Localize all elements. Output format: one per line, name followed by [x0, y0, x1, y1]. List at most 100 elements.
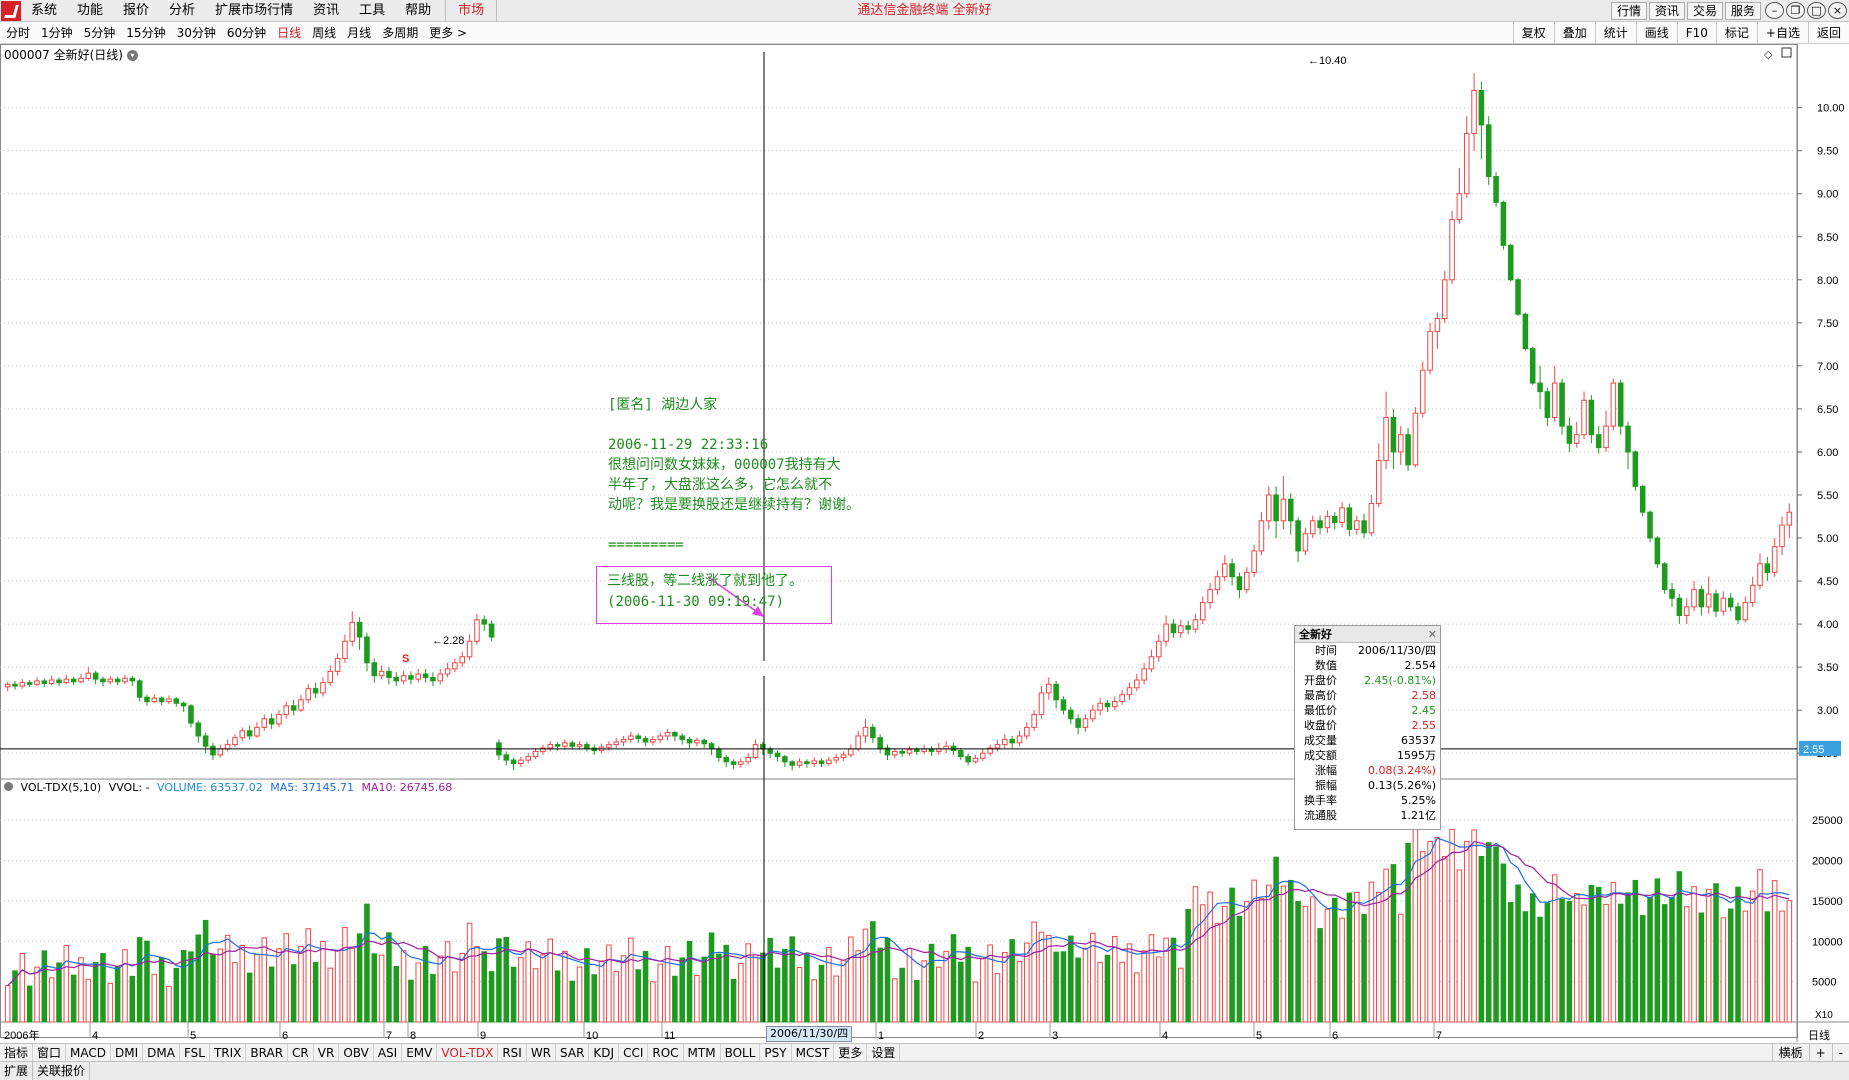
close-icon[interactable]: ×	[1828, 2, 1847, 19]
restore-icon[interactable]: ❐	[1786, 2, 1805, 19]
candle-body	[987, 747, 993, 754]
minimize-icon[interactable]: –	[1765, 2, 1784, 19]
candle-body	[1720, 597, 1727, 612]
candle-body	[1676, 597, 1683, 616]
price-axis-label: 5.50	[1817, 490, 1838, 502]
indicator-tab-7[interactable]: BRAR	[246, 1043, 289, 1062]
candle-body	[569, 742, 576, 747]
chart-tool-4[interactable]: F10	[1676, 22, 1716, 44]
indicator-tab-0[interactable]: 指标	[0, 1043, 34, 1062]
indicator-tab-14[interactable]: RSI	[498, 1043, 527, 1062]
menu-item-0[interactable]: 系统	[31, 2, 58, 18]
menu-item-1[interactable]: 功能	[77, 2, 104, 18]
menu-item-4[interactable]: 扩展市场行情	[215, 2, 294, 18]
volume-bar	[1002, 952, 1008, 1023]
indicator-tab-11[interactable]: ASI	[374, 1043, 403, 1062]
zoom-control-2[interactable]: -	[1831, 1044, 1849, 1062]
indicator-tab-22[interactable]: PSY	[760, 1043, 792, 1062]
zoom-control-0[interactable]: 横栃	[1771, 1044, 1809, 1062]
kline-chart[interactable]: 10.00 9.50 9.00 8.50 8.00 7.50 7.00 6.50 6.00 5.5…	[0, 44, 1849, 1044]
indicator-tab-16[interactable]: SAR	[556, 1043, 590, 1062]
indicator-tab-25[interactable]: 设置	[867, 1043, 901, 1062]
period-tab-2[interactable]: 5分钟	[83, 25, 116, 40]
indicator-tab-2[interactable]: MACD	[66, 1043, 112, 1062]
menu-item-3[interactable]: 分析	[169, 2, 196, 18]
candle-body	[1786, 511, 1793, 526]
price-axis-label: 6.00	[1817, 447, 1838, 459]
indicator-tab-23[interactable]: MCST	[792, 1043, 835, 1062]
candle-body	[459, 656, 466, 664]
menu-item-2[interactable]: 报价	[123, 2, 150, 18]
chart-tool-2[interactable]: 统计	[1594, 22, 1636, 44]
maximize-icon[interactable]: □	[1807, 2, 1826, 19]
indicator-tab-19[interactable]: ROC	[648, 1043, 684, 1062]
chart-tool-0[interactable]: 复权	[1512, 22, 1554, 44]
top-button-3[interactable]: 服务	[1724, 2, 1761, 20]
top-button-2[interactable]: 交易	[1686, 2, 1723, 20]
chart-tool-6[interactable]: +自选	[1756, 22, 1808, 44]
period-tab-6[interactable]: 日线	[277, 25, 302, 40]
indicator-tab-12[interactable]: EMV	[402, 1043, 438, 1062]
indicator-tab-10[interactable]: OBV	[339, 1043, 374, 1062]
indicator-tab-9[interactable]: VR	[314, 1043, 340, 1062]
period-tab-8[interactable]: 月线	[347, 25, 372, 40]
period-tab-1[interactable]: 1分钟	[41, 25, 73, 40]
indicator-tab-13[interactable]: VOL-TDX	[437, 1043, 499, 1062]
period-tab-9[interactable]: 多周期	[382, 25, 419, 40]
bottom-tab-1[interactable]: 关联报价	[33, 1062, 91, 1080]
top-button-0[interactable]: 行情	[1610, 2, 1647, 20]
reply-box[interactable]: 三线股，等二线涨了就到他了。 (2006-11-30 09:19:47)	[596, 566, 832, 624]
period-tab-7[interactable]: 周线	[312, 25, 337, 40]
indicator-tab-15[interactable]: WR	[527, 1043, 557, 1062]
candle-body	[239, 730, 246, 739]
menu-item-7[interactable]: 帮助	[405, 2, 432, 18]
candle-body	[254, 726, 260, 737]
candle-body	[1353, 520, 1360, 530]
candle-body	[1361, 520, 1367, 534]
chart-tool-5[interactable]: 标记	[1715, 22, 1757, 44]
indicator-tab-4[interactable]: DMA	[143, 1043, 180, 1062]
info-value: 63537	[1401, 734, 1436, 747]
indicator-tab-24[interactable]: 更多	[834, 1043, 868, 1062]
volume-bar	[371, 953, 378, 1023]
candle-body	[525, 756, 532, 761]
info-value: 2006/11/30/四	[1357, 644, 1436, 657]
indicator-tab-6[interactable]: TRIX	[210, 1043, 247, 1062]
volume-bar	[1346, 892, 1353, 1023]
chart-tool-7[interactable]: 返回	[1807, 22, 1849, 44]
dropdown-icon[interactable]: ▾	[126, 50, 138, 61]
indicator-tab-8[interactable]: CR	[288, 1043, 314, 1062]
period-tab-3[interactable]: 15分钟	[126, 25, 166, 40]
indicator-tab-17[interactable]: KDJ	[589, 1043, 620, 1062]
indicator-tab-1[interactable]: 窗口	[33, 1043, 67, 1062]
price-axis-label: 10.00	[1817, 103, 1845, 115]
bottom-tab-0[interactable]: 扩展	[0, 1062, 34, 1080]
period-tab-5[interactable]: 60分钟	[226, 25, 267, 40]
menu-item-5[interactable]: 资讯	[313, 2, 340, 18]
indicator-tab-21[interactable]: BOLL	[721, 1043, 761, 1062]
menu-item-6[interactable]: 工具	[359, 2, 386, 18]
indicator-tab-3[interactable]: DMI	[111, 1043, 144, 1062]
indicator-tab-18[interactable]: CCI	[619, 1043, 649, 1062]
info-row: 振幅 0.13(5.26%)	[1295, 778, 1440, 793]
period-tab-4[interactable]: 30分钟	[176, 25, 216, 40]
volume-bar	[444, 941, 451, 1023]
legend-circle-icon[interactable]	[4, 782, 13, 791]
volume-bar	[877, 947, 883, 1023]
indicator-tab-5[interactable]: FSL	[180, 1043, 210, 1062]
zoom-control-1[interactable]: +	[1808, 1044, 1832, 1062]
info-value: 0.08(3.24%)	[1367, 764, 1436, 777]
chart-tool-1[interactable]: 叠加	[1553, 22, 1595, 44]
period-tab-10[interactable]: 更多 >	[429, 25, 468, 40]
top-button-1[interactable]: 资讯	[1648, 2, 1685, 20]
period-tab-0[interactable]: 分时	[6, 25, 31, 40]
volume-bar	[298, 946, 304, 1023]
menu-market[interactable]: 市场	[445, 0, 498, 22]
close-icon[interactable]: ✕	[1427, 628, 1437, 641]
volume-bar	[569, 980, 576, 1023]
candle-body	[1515, 279, 1521, 315]
note-line: 动呢？我是要换股还是继续持有？谢谢。	[608, 497, 860, 513]
indicator-tab-20[interactable]: MTM	[684, 1043, 721, 1062]
candle-body	[1478, 89, 1485, 126]
chart-tool-3[interactable]: 画线	[1635, 22, 1677, 44]
